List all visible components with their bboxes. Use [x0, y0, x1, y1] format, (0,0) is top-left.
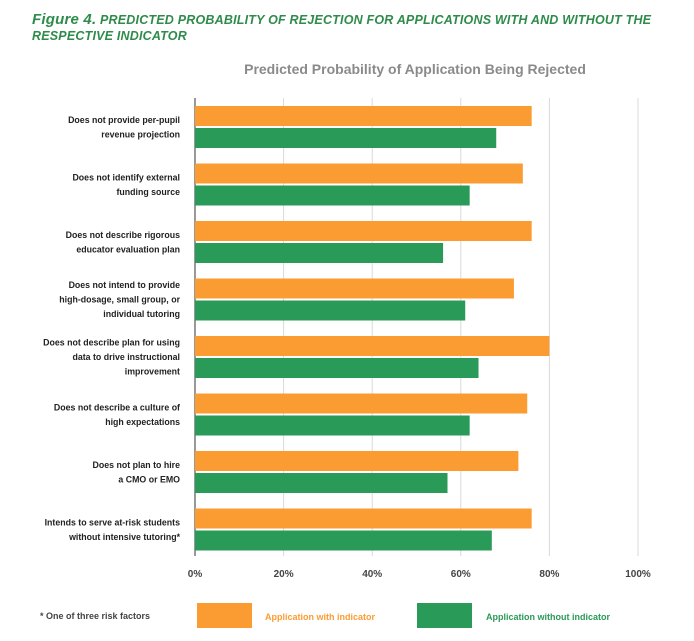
legend-label-with: Application with indicator — [265, 612, 375, 622]
bar-with-4 — [195, 278, 514, 299]
x-tick-label-0: 0% — [188, 569, 203, 580]
bars — [195, 106, 550, 551]
x-tick-label-100: 100% — [625, 569, 651, 580]
category-label-6: Does not describe a culture of high expec… — [54, 402, 180, 427]
figure-caption: predicted probability of rejection for a… — [32, 13, 652, 43]
bar-without-1 — [195, 128, 497, 148]
bar-without-2 — [195, 185, 470, 206]
x-tick-label-80: 80% — [539, 569, 559, 580]
bar-without-5 — [195, 358, 479, 378]
chart-title: Predicted Probability of Application Bei… — [244, 61, 586, 77]
bar-with-5 — [195, 336, 550, 356]
bar-with-3 — [195, 221, 532, 241]
bar-with-7 — [195, 451, 519, 471]
x-tick-label-40: 40% — [362, 569, 382, 580]
x-tick-label-20: 20% — [274, 569, 294, 580]
bar-with-2 — [195, 163, 523, 184]
bar-with-8 — [195, 508, 532, 529]
category-label-2: Does not identify external funding source — [72, 172, 180, 197]
category-label-1: Does not provide per-pupil revenue projec… — [68, 115, 180, 140]
bar-with-6 — [195, 393, 528, 414]
bar-without-4 — [195, 300, 466, 321]
category-label-3: Does not describe rigorous educator evalu… — [66, 230, 180, 255]
figure-number: Figure 4. — [32, 11, 97, 28]
legend-swatch-with — [197, 603, 252, 628]
category-label-7: Does not plan to hire a CMO or EMO — [93, 460, 181, 485]
figure-title: Figure 4. predicted probability of rejec… — [32, 12, 652, 44]
bar-without-8 — [195, 530, 492, 551]
bar-without-3 — [195, 243, 444, 263]
category-labels: Does not provide per-pupil revenue projec… — [43, 115, 180, 542]
category-label-4: Does not intend to provide high-dosage, s… — [59, 280, 180, 319]
category-label-5: Does not describe plan for using data to … — [43, 338, 180, 377]
category-label-8: Intends to serve at-risk students without… — [45, 517, 181, 542]
bar-without-6 — [195, 415, 470, 436]
x-tick-labels: 0% 20% 40% 60% 80% 100% — [188, 569, 651, 580]
bar-without-7 — [195, 473, 448, 493]
footnote: * One of three risk factors — [40, 611, 150, 621]
x-tick-label-60: 60% — [451, 569, 471, 580]
legend-swatch-without — [417, 603, 472, 628]
bar-with-1 — [195, 106, 532, 126]
legend: * One of three risk factors Application … — [40, 603, 610, 628]
legend-label-without: Application without indicator — [486, 612, 610, 622]
